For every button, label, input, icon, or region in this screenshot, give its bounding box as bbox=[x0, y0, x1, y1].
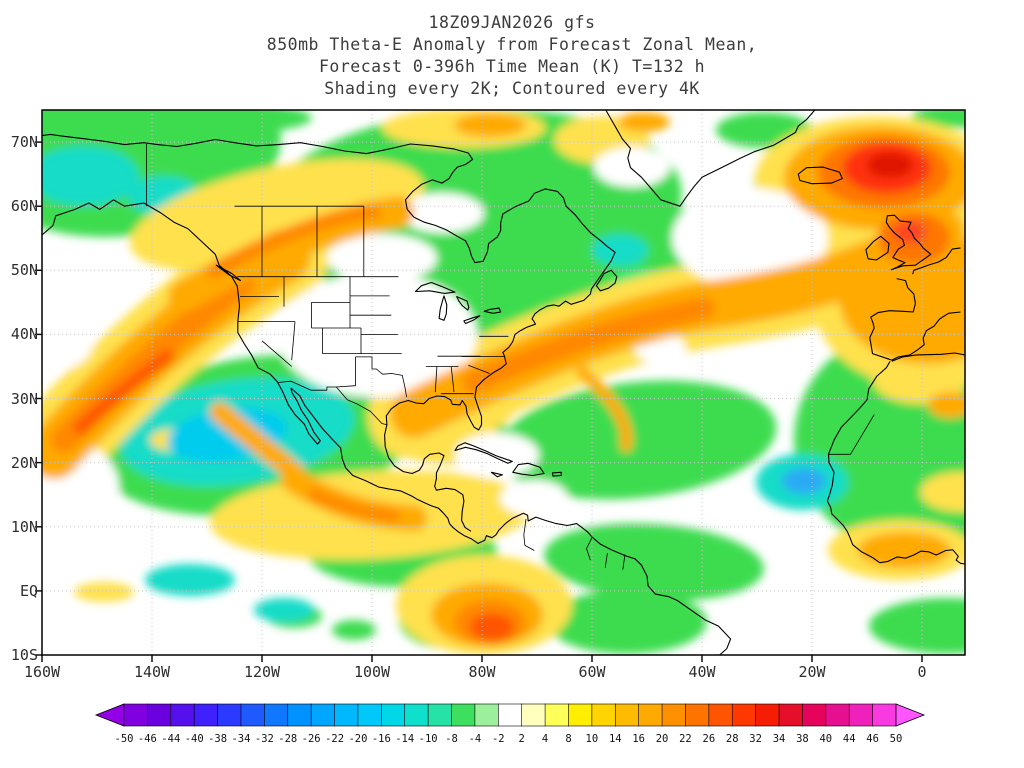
lon-label: 100W bbox=[353, 663, 391, 681]
lon-label: 160W bbox=[23, 663, 61, 681]
map-area bbox=[34, 102, 973, 663]
lat-label: 50N bbox=[10, 261, 38, 280]
lon-label: 80W bbox=[468, 663, 496, 681]
svg-text:2: 2 bbox=[519, 733, 525, 745]
svg-text:-22: -22 bbox=[325, 733, 344, 745]
colorbar-right-arrow bbox=[895, 703, 926, 727]
svg-text:-50: -50 bbox=[115, 733, 134, 745]
shading-layer bbox=[42, 110, 965, 655]
lon-label: 60W bbox=[578, 663, 606, 681]
svg-text:34: 34 bbox=[773, 733, 786, 745]
lat-label: 60N bbox=[10, 197, 38, 216]
svg-text:38: 38 bbox=[796, 733, 809, 745]
svg-text:-26: -26 bbox=[302, 733, 321, 745]
svg-text:-10: -10 bbox=[419, 733, 438, 745]
svg-text:-28: -28 bbox=[278, 733, 297, 745]
svg-text:32: 32 bbox=[749, 733, 762, 745]
svg-text:-2: -2 bbox=[492, 733, 505, 745]
title-run-line: 18Z09JAN2026 gfs bbox=[428, 13, 596, 32]
svg-text:-4: -4 bbox=[469, 733, 482, 745]
svg-text:14: 14 bbox=[609, 733, 622, 745]
title-field-line: 850mb Theta-E Anomaly from Forecast Zona… bbox=[266, 35, 758, 54]
svg-text:-8: -8 bbox=[445, 733, 458, 745]
colorbar-left-arrow bbox=[94, 703, 125, 727]
colorbar-canvas: -50 -46 -44 -40 -38 -34 -32 -28 -26 -22 -20 -16 -14-… bbox=[94, 703, 926, 745]
colorbar-scale: -50 -46 -44 -40 -38 -34 -32 -28 -26 -22 -20 -16 -14-… bbox=[84, 702, 940, 756]
anomaly-map bbox=[34, 102, 973, 667]
svg-text:-20: -20 bbox=[348, 733, 367, 745]
svg-text:-34: -34 bbox=[231, 733, 250, 745]
lon-label: 140W bbox=[133, 663, 171, 681]
svg-text:-14: -14 bbox=[395, 733, 414, 745]
coastline-layer bbox=[42, 110, 965, 655]
svg-text:46: 46 bbox=[866, 733, 879, 745]
map-frame bbox=[41, 109, 966, 656]
axis-ticks bbox=[35, 141, 923, 662]
svg-text:-16: -16 bbox=[372, 733, 391, 745]
svg-text:-44: -44 bbox=[161, 733, 180, 745]
lon-label: 0 bbox=[917, 663, 927, 681]
lat-label: 30N bbox=[10, 389, 38, 408]
svg-text:28: 28 bbox=[726, 733, 739, 745]
title-time-line: Forecast 0-396h Time Mean (K) T=132 h bbox=[318, 57, 706, 76]
lat-label: 70N bbox=[10, 133, 38, 152]
grid-layer bbox=[42, 110, 965, 655]
lon-label: 20W bbox=[798, 663, 826, 681]
svg-text:26: 26 bbox=[703, 733, 716, 745]
title-shade-line: Shading every 2K; Contoured every 4K bbox=[324, 79, 700, 98]
svg-text:44: 44 bbox=[843, 733, 856, 745]
lat-label: EQ bbox=[19, 581, 38, 600]
lat-label: 40N bbox=[10, 325, 38, 344]
map-canvas bbox=[35, 109, 966, 662]
lon-label: 40W bbox=[688, 663, 716, 681]
svg-text:16: 16 bbox=[632, 733, 645, 745]
svg-text:22: 22 bbox=[679, 733, 692, 745]
lat-label: 10S bbox=[10, 646, 38, 664]
svg-text:10: 10 bbox=[586, 733, 599, 745]
svg-text:-32: -32 bbox=[255, 733, 274, 745]
plot-title: 18Z09JAN2026 gfs 850mb Theta-E Anomaly f… bbox=[0, 12, 1024, 100]
lat-label: 10N bbox=[10, 517, 38, 536]
lon-label: 120W bbox=[243, 663, 281, 681]
svg-text:4: 4 bbox=[542, 733, 548, 745]
svg-text:-46: -46 bbox=[138, 733, 157, 745]
colorbar: -50 -46 -44 -40 -38 -34 -32 -28 -26 -22 -20 -16 -14-… bbox=[84, 702, 940, 752]
svg-text:8: 8 bbox=[565, 733, 571, 745]
svg-text:40: 40 bbox=[819, 733, 832, 745]
svg-text:20: 20 bbox=[656, 733, 669, 745]
svg-text:50: 50 bbox=[890, 733, 903, 745]
svg-text:-40: -40 bbox=[185, 733, 204, 745]
svg-text:-38: -38 bbox=[208, 733, 227, 745]
lat-label: 20N bbox=[10, 453, 38, 472]
